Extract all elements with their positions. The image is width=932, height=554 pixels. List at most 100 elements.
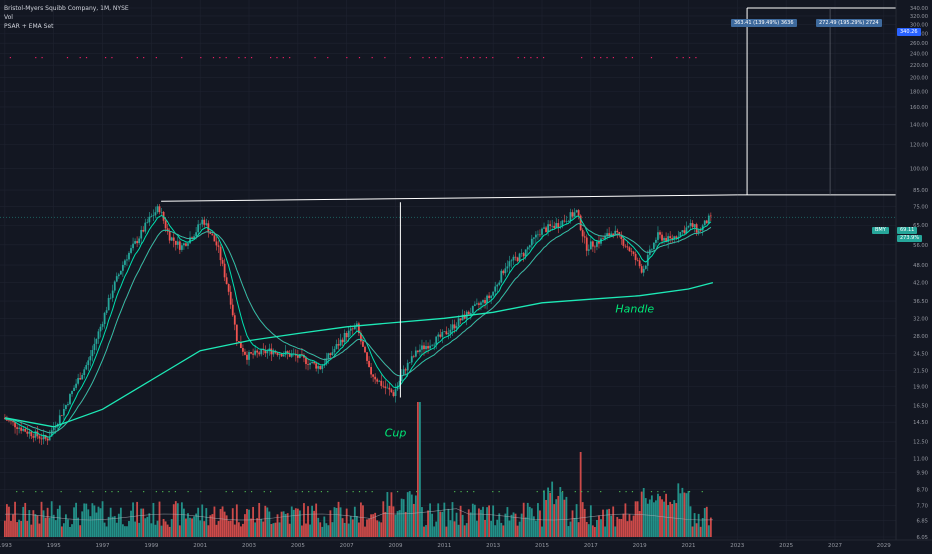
psar-dot-bottom — [574, 491, 576, 493]
volume-bar — [683, 492, 686, 537]
psar-dot-bottom — [663, 491, 665, 493]
volume-bars-group — [3, 402, 712, 537]
candle-body — [101, 324, 104, 327]
psar-dot-top — [346, 57, 348, 59]
candle-body — [223, 263, 226, 278]
psar-dot-top — [104, 57, 107, 59]
volume-indicator-label[interactable]: Vol — [4, 14, 13, 21]
candle-body — [571, 212, 574, 217]
volume-bar — [445, 526, 448, 537]
candle-body — [83, 369, 86, 375]
volume-bar — [575, 504, 578, 537]
psar-dot-top — [41, 57, 43, 59]
volume-bar — [520, 513, 523, 537]
psar-dot-top — [517, 57, 519, 59]
candle-body — [30, 431, 33, 437]
y-axis-tick-label: 7.70 — [916, 503, 928, 509]
volume-bar — [148, 513, 151, 537]
y-axis-tick-label: 14.50 — [913, 420, 928, 426]
volume-bar — [207, 525, 210, 537]
candle-body — [58, 415, 61, 424]
candle-body — [18, 427, 21, 429]
candle-body — [229, 291, 232, 305]
psar-dot-bottom — [111, 491, 113, 493]
target-price-badge: 340.26 — [897, 28, 921, 36]
volume-bar — [69, 526, 71, 537]
candle-body — [357, 323, 360, 334]
psar-dots-group — [9, 57, 703, 493]
candle-body — [311, 361, 313, 363]
candle-body — [378, 380, 381, 382]
y-axis-tick-label: 11.00 — [913, 457, 928, 463]
volume-bar — [311, 505, 313, 537]
psar-ema-indicator-label[interactable]: PSAR + EMA Set — [4, 23, 54, 30]
volume-bar — [266, 507, 269, 537]
candle-body — [508, 261, 511, 267]
volume-bar — [140, 508, 143, 537]
candle-body — [374, 376, 377, 380]
x-axis-tick-label: 2011 — [437, 543, 451, 549]
candle-body — [124, 260, 126, 265]
volume-bar — [117, 513, 120, 537]
psar-dot-bottom — [41, 491, 43, 493]
volume-bar — [152, 502, 155, 537]
volume-bar — [433, 526, 436, 537]
volume-bar — [101, 501, 104, 537]
volume-bar — [199, 520, 202, 537]
volume-bar — [557, 495, 560, 537]
volume-bar — [42, 510, 45, 537]
candle-body — [488, 295, 490, 299]
candle-body — [256, 350, 259, 353]
candle-body — [211, 234, 214, 236]
candle-body — [596, 241, 598, 247]
candle-body — [121, 264, 124, 271]
candle-body — [494, 286, 497, 292]
candle-body — [337, 344, 340, 346]
psar-dot-top — [530, 57, 532, 59]
psar-dot-top — [270, 57, 272, 59]
volume-bar — [231, 508, 234, 537]
psar-dot-top — [650, 57, 653, 59]
candle-body — [34, 431, 37, 438]
ema-slow-line — [4, 281, 714, 428]
y-axis-tick-label: 42.00 — [913, 281, 928, 287]
candle-body — [128, 252, 130, 260]
candle-body — [663, 238, 665, 241]
candle-body — [119, 270, 122, 275]
volume-bar — [614, 526, 617, 537]
candle-body — [315, 363, 318, 369]
volume-bar — [6, 504, 8, 537]
volume-bar — [246, 508, 248, 537]
candle-body — [282, 354, 285, 357]
volume-bar — [673, 500, 676, 537]
candle-body — [404, 369, 407, 371]
volume-bar — [618, 518, 621, 537]
volume-bar — [22, 506, 25, 537]
psar-dot-bottom — [358, 491, 361, 493]
candle-body — [164, 220, 167, 229]
volume-bar — [81, 511, 84, 537]
psar-dot-bottom — [22, 491, 24, 493]
psar-dot-bottom — [270, 491, 272, 493]
candle-body — [471, 306, 474, 313]
volume-bar — [665, 493, 667, 537]
psar-dot-bottom — [231, 491, 234, 493]
volume-bar — [294, 508, 297, 537]
volume-bar — [254, 522, 257, 537]
volume-bar — [353, 506, 356, 537]
psar-dot-top — [485, 57, 488, 59]
candle-body — [587, 249, 590, 251]
volume-bar — [75, 502, 77, 537]
volume-bar — [187, 513, 189, 537]
candle-body — [280, 353, 283, 357]
candle-body — [219, 246, 222, 261]
volume-bar — [622, 513, 625, 537]
candle-body — [606, 233, 608, 236]
volume-bar — [441, 511, 444, 537]
candle-body — [138, 238, 141, 244]
candle-body — [8, 420, 10, 422]
candle-body — [48, 436, 51, 441]
candle-body — [382, 385, 385, 387]
